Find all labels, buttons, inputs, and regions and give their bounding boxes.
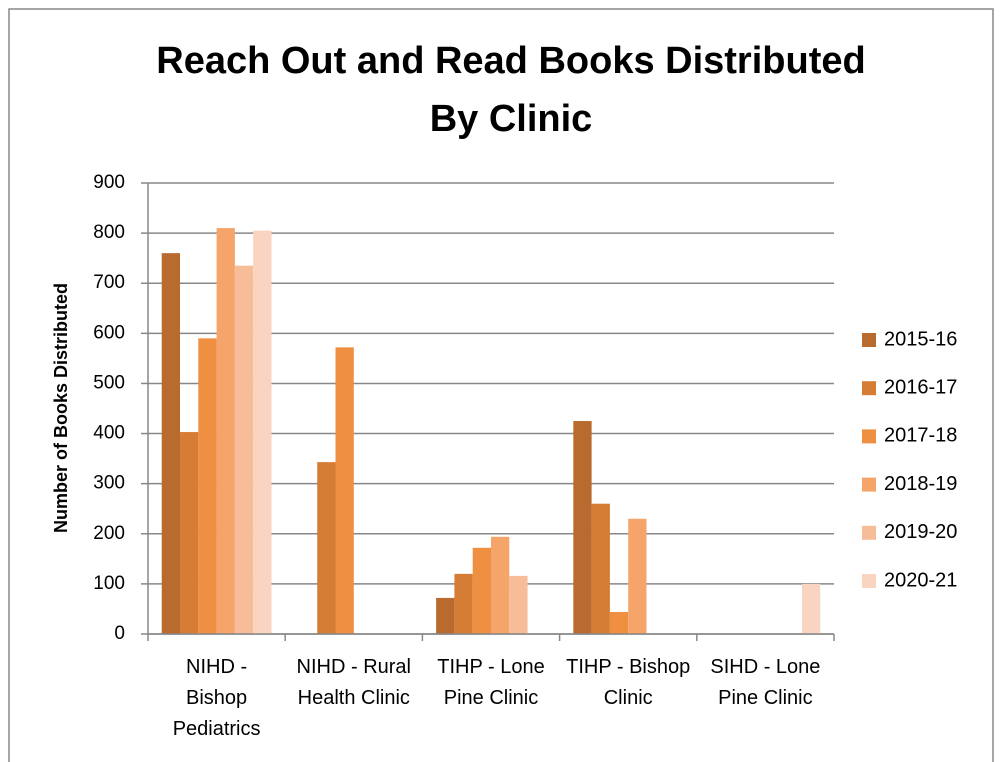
bar bbox=[317, 462, 336, 634]
y-tick-label: 400 bbox=[93, 423, 125, 444]
legend-label: 2019-20 bbox=[884, 521, 957, 543]
bar bbox=[436, 597, 455, 634]
bar bbox=[253, 230, 272, 634]
chart-title: Reach Out and Read Books Distributed bbox=[156, 40, 865, 82]
legend-swatch bbox=[862, 477, 876, 492]
bar bbox=[161, 253, 181, 634]
bar bbox=[609, 611, 629, 634]
legend-label: 2016-17 bbox=[884, 376, 957, 398]
y-tick-label: 600 bbox=[93, 322, 125, 343]
bar bbox=[180, 432, 199, 634]
legend-swatch bbox=[862, 333, 876, 347]
bar bbox=[335, 347, 354, 634]
bar bbox=[801, 583, 821, 634]
y-tick-label: 300 bbox=[93, 473, 125, 494]
y-tick-label: 500 bbox=[93, 372, 125, 393]
y-tick-label: 200 bbox=[93, 523, 125, 544]
x-tick-label: SIHD - Lone Pine Clinic bbox=[710, 656, 821, 709]
legend-label: 2015-16 bbox=[884, 328, 957, 350]
y-tick-label: 700 bbox=[93, 272, 125, 293]
bar bbox=[509, 575, 528, 634]
y-tick-label: 900 bbox=[93, 172, 125, 193]
y-tick-label: 100 bbox=[93, 573, 125, 594]
y-axis-label: Number of Books Distributed bbox=[51, 283, 71, 533]
chart-title: By Clinic bbox=[430, 98, 593, 140]
y-tick-label: 800 bbox=[93, 222, 125, 243]
legend-label: 2020-21 bbox=[884, 569, 957, 591]
legend-swatch bbox=[862, 525, 876, 540]
bar bbox=[198, 338, 217, 634]
legend-label: 2017-18 bbox=[884, 425, 957, 447]
bar bbox=[454, 573, 473, 634]
bar bbox=[234, 265, 254, 634]
legend-label: 2018-19 bbox=[884, 473, 957, 495]
bar bbox=[472, 547, 491, 634]
y-tick-label: 0 bbox=[114, 623, 125, 644]
x-tick-label: NIHD - Rural Health Clinic bbox=[296, 656, 411, 709]
x-tick-label: NIHD - Bishop Pediatrics bbox=[172, 656, 261, 740]
bar bbox=[216, 228, 235, 634]
x-tick-label: TIHP - Lone Pine Clinic bbox=[437, 656, 545, 709]
frame bbox=[8, 8, 994, 762]
legend-swatch bbox=[862, 574, 876, 588]
legend-swatch bbox=[862, 381, 876, 396]
x-tick-label: TIHP - Bishop Clinic bbox=[566, 656, 691, 709]
legend-swatch bbox=[862, 429, 876, 444]
bar bbox=[573, 421, 592, 634]
bar bbox=[591, 503, 610, 634]
bar bbox=[628, 518, 647, 634]
bar bbox=[491, 536, 510, 634]
